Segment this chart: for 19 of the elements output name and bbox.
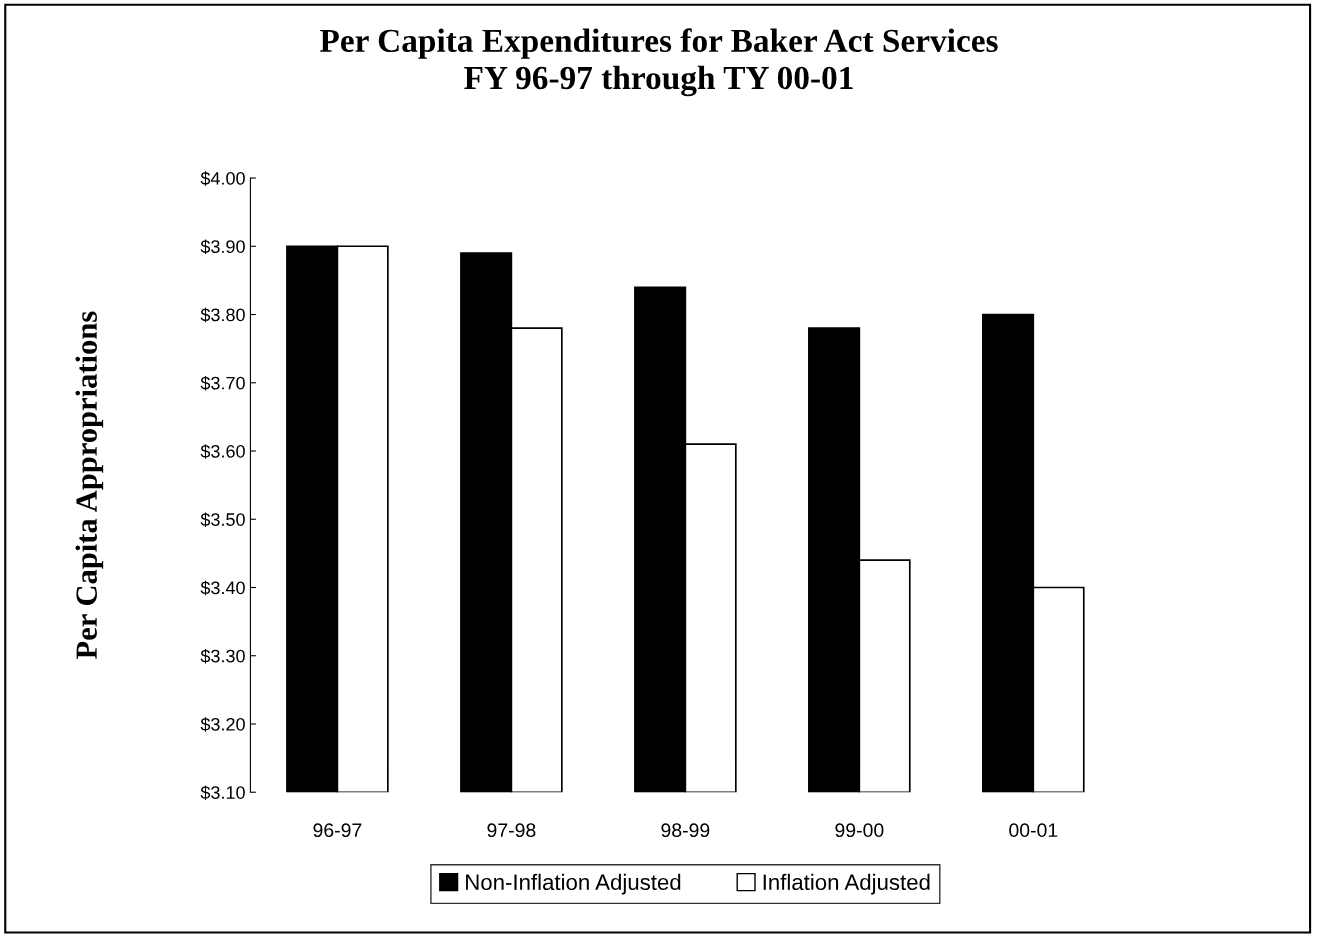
x-tick-label: 99-00	[835, 823, 884, 838]
legend-label: Non-Inflation Adjusted	[466, 873, 681, 895]
legend-label: Inflation Adjusted	[763, 873, 930, 895]
x-tick-label: 98-99	[661, 823, 710, 838]
y-tick-label: $3.60	[200, 444, 245, 459]
y-tick-label: $3.90	[200, 239, 245, 255]
y-tick-label: $4.00	[200, 171, 245, 186]
y-tick-label: $3.10	[200, 785, 245, 801]
y-tick-label: $3.70	[200, 375, 245, 391]
x-tick-label: 96-97	[313, 823, 362, 838]
y-tick-label: $3.40	[200, 580, 245, 596]
y-tick-label: $3.80	[200, 307, 245, 323]
x-tick-label: 00-01	[1009, 823, 1058, 838]
y-tick-label: $3.20	[200, 717, 245, 732]
y-tick-label: $3.30	[200, 648, 245, 664]
y-axis-title: Per Capita Appropriations	[75, 311, 104, 659]
x-tick-label: 97-98	[487, 823, 536, 838]
chart-title: Per Capita Expenditures for Baker Act Services FY 96-97 through TY 00-01	[320, 28, 998, 97]
y-tick-label: $3.50	[200, 512, 245, 528]
